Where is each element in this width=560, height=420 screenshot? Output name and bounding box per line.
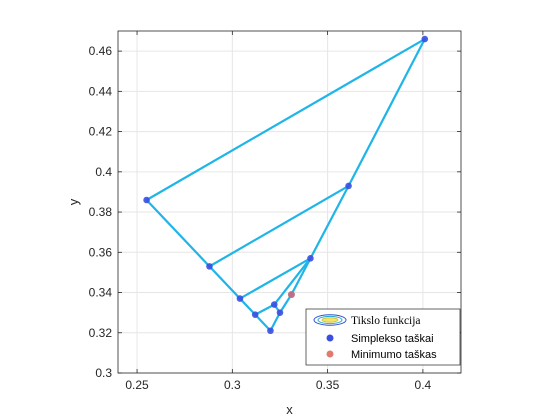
simplex-point (251, 311, 259, 318)
minimum-marker (287, 290, 296, 299)
axis-ticks: 0.25 0.3 0.35 0.4 0.3 0.32 0.34 0.36 0.38 0.4 0.42… (89, 31, 461, 392)
y-tick-label: 0.46 (89, 44, 113, 58)
simplex-edge (269, 311, 282, 332)
y-tick-label: 0.32 (89, 326, 113, 340)
simplex-path (145, 37, 426, 332)
simplex-edge (254, 303, 276, 316)
y-tick-label: 0.4 (95, 165, 112, 179)
x-tick-label: 0.35 (316, 378, 340, 392)
simplex-point (307, 255, 314, 262)
simplex-edge (238, 297, 257, 316)
simplex-edge (290, 257, 312, 296)
y-tick-label: 0.42 (89, 125, 113, 139)
simplex-point (206, 263, 213, 270)
simplex-point (236, 295, 244, 302)
minimum-point (287, 290, 296, 299)
y-tick-label: 0.36 (89, 245, 113, 259)
legend: Tikslo funkcija Simplekso taškai Minimum… (305, 308, 461, 366)
simplex-point (276, 309, 284, 316)
simplex-point (421, 35, 429, 43)
simplex-edge (208, 265, 242, 300)
legend-minimum-marker (326, 350, 334, 358)
y-tick-label: 0.38 (89, 205, 113, 219)
simplex-point (270, 301, 278, 308)
simplex-edge (238, 257, 312, 300)
simplex-edge (309, 184, 350, 260)
simplex-edge (208, 184, 350, 268)
x-tick-label: 0.4 (415, 378, 432, 392)
legend-simplex-marker (326, 334, 334, 342)
contour-legend-icon (313, 314, 347, 326)
contour-ring-inner (321, 317, 339, 323)
y-tick-label: 0.34 (89, 286, 113, 300)
y-tick-label: 0.44 (89, 84, 113, 98)
simplex-edge (145, 198, 211, 268)
y-axis-label: y (66, 198, 81, 205)
simplex-edge (273, 257, 312, 306)
simplex-edge (145, 37, 426, 202)
x-tick-label: 0.3 (224, 378, 241, 392)
legend-entry-objective: Tikslo funkcija (351, 315, 421, 327)
plot-frame (117, 30, 462, 374)
contour-ring-outer (313, 314, 347, 326)
simplex-point (345, 182, 352, 190)
simplex-edge (254, 313, 272, 332)
x-tick-label: 0.25 (125, 378, 149, 392)
legend-entry-simplex: Simplekso taškai (351, 333, 434, 345)
simplex-point (267, 327, 274, 335)
contour-ring-mid (317, 315, 343, 325)
simplex-edge (347, 37, 426, 188)
legend-entry-minimum: Minimumo taškas (351, 349, 437, 361)
y-tick-label: 0.3 (95, 366, 112, 380)
simplex-point (143, 196, 150, 204)
x-axis-label: x (286, 402, 293, 417)
